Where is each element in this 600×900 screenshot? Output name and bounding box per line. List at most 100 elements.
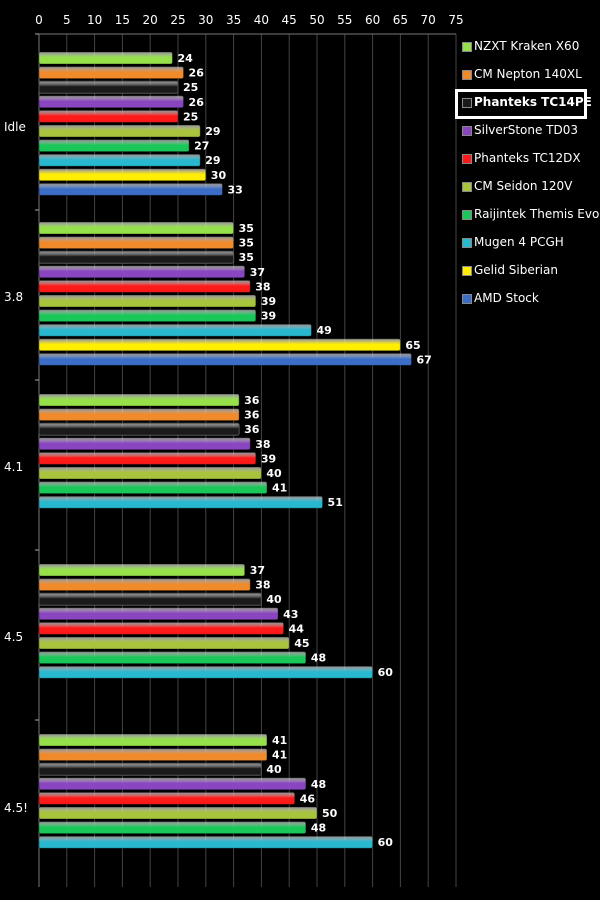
bar <box>38 578 251 592</box>
data-label: 39 <box>261 452 276 465</box>
legend-item: Phanteks TC12DX <box>456 146 600 174</box>
legend-item: Gelid Siberian <box>456 258 600 286</box>
data-label: 26 <box>189 67 205 80</box>
data-label: 60 <box>378 836 394 849</box>
data-label: 38 <box>255 579 270 592</box>
data-label: 36 <box>244 423 260 436</box>
category-labels: Idle 3.8 4.1 4.5 4.5! <box>4 120 28 815</box>
bar <box>38 733 268 747</box>
legend-swatch <box>462 70 472 80</box>
category-label: 4.5! <box>4 801 28 815</box>
data-label: 29 <box>205 125 220 138</box>
bar <box>38 51 173 65</box>
bar <box>38 835 374 849</box>
legend-item: SilverStone TD03 <box>456 118 600 146</box>
data-label: 25 <box>183 110 198 123</box>
data-label: 40 <box>266 467 282 480</box>
data-label: 35 <box>239 222 254 235</box>
bar <box>38 777 307 791</box>
category-label: 3.8 <box>4 290 23 304</box>
legend-item: CM Seidon 120V <box>456 174 600 202</box>
data-label: 38 <box>255 280 270 293</box>
bar <box>38 607 279 621</box>
category-label: Idle <box>4 120 26 134</box>
data-label: 30 <box>211 169 227 182</box>
legend-item: Mugen 4 PCGH <box>456 230 600 258</box>
x-tick-label: 40 <box>254 13 269 27</box>
bar <box>38 495 324 509</box>
bar <box>38 294 257 308</box>
data-label: 49 <box>316 324 331 337</box>
bar <box>38 309 257 323</box>
bar <box>38 221 235 235</box>
x-tick-label: 10 <box>87 13 102 27</box>
data-label: 35 <box>239 251 254 264</box>
x-tick-label: 50 <box>309 13 324 27</box>
data-label: 35 <box>239 237 254 250</box>
x-tick-label: 0 <box>35 13 43 27</box>
data-label: 36 <box>244 409 260 422</box>
x-tick-label: 60 <box>365 13 380 27</box>
bar <box>38 651 307 665</box>
legend-label: CM Nepton 140XL <box>474 67 582 81</box>
x-tick-label: 70 <box>421 13 436 27</box>
bar <box>38 236 235 250</box>
data-label: 48 <box>311 778 326 791</box>
x-tick-label: 65 <box>393 13 408 27</box>
data-label: 38 <box>255 438 270 451</box>
data-label: 41 <box>272 734 287 747</box>
legend-swatch <box>462 294 472 304</box>
data-label: 50 <box>322 807 338 820</box>
bar <box>38 95 185 109</box>
x-tick-label: 20 <box>143 13 158 27</box>
data-label: 29 <box>205 154 220 167</box>
legend-swatch <box>462 210 472 220</box>
legend-item: CM Nepton 140XL <box>456 62 600 90</box>
data-label: 40 <box>266 593 282 606</box>
bar <box>38 153 201 167</box>
legend-label: Phanteks TC14PE <box>474 95 592 109</box>
data-label: 39 <box>261 295 276 308</box>
data-label: 51 <box>328 496 343 509</box>
bar <box>38 665 374 679</box>
bar <box>38 279 251 293</box>
bar <box>38 124 201 138</box>
bar <box>38 168 207 182</box>
bar <box>38 393 240 407</box>
legend-item: Raijintek Themis Evo <box>456 202 600 230</box>
legend-swatch <box>462 42 472 52</box>
x-tick-label: 45 <box>282 13 297 27</box>
bar <box>38 791 296 805</box>
bar <box>38 821 307 835</box>
x-tick-label: 75 <box>448 13 463 27</box>
x-tick-label: 25 <box>170 13 185 27</box>
data-label: 40 <box>266 763 282 776</box>
category-label: 4.5 <box>4 630 23 644</box>
bar <box>38 66 185 80</box>
data-label: 39 <box>261 310 276 323</box>
bar <box>38 265 246 279</box>
data-label: 46 <box>300 792 316 805</box>
data-label: 60 <box>378 666 394 679</box>
bar <box>38 806 318 820</box>
legend-label: Mugen 4 PCGH <box>474 235 564 249</box>
legend-item: Phanteks TC14PE <box>455 89 592 119</box>
x-tick-label: 55 <box>337 13 352 27</box>
bar <box>38 437 251 451</box>
bar <box>38 422 240 436</box>
data-label: 48 <box>311 652 326 665</box>
bar <box>38 636 290 650</box>
bar <box>38 352 413 366</box>
category-label: 4.1 <box>4 460 23 474</box>
legend-swatch <box>462 182 472 192</box>
legend-swatch <box>462 238 472 248</box>
bar <box>38 80 179 94</box>
x-axis-ticks: 0 5 10 15 20 25 30 35 40 45 50 55 60 65 70 75 <box>35 13 463 27</box>
data-label: 65 <box>405 339 420 352</box>
legend-label: Gelid Siberian <box>474 263 558 277</box>
legend-item: NZXT Kraken X60 <box>456 34 600 62</box>
x-tick-label: 15 <box>115 13 130 27</box>
legend-swatch <box>462 126 472 136</box>
data-label: 24 <box>177 52 193 65</box>
